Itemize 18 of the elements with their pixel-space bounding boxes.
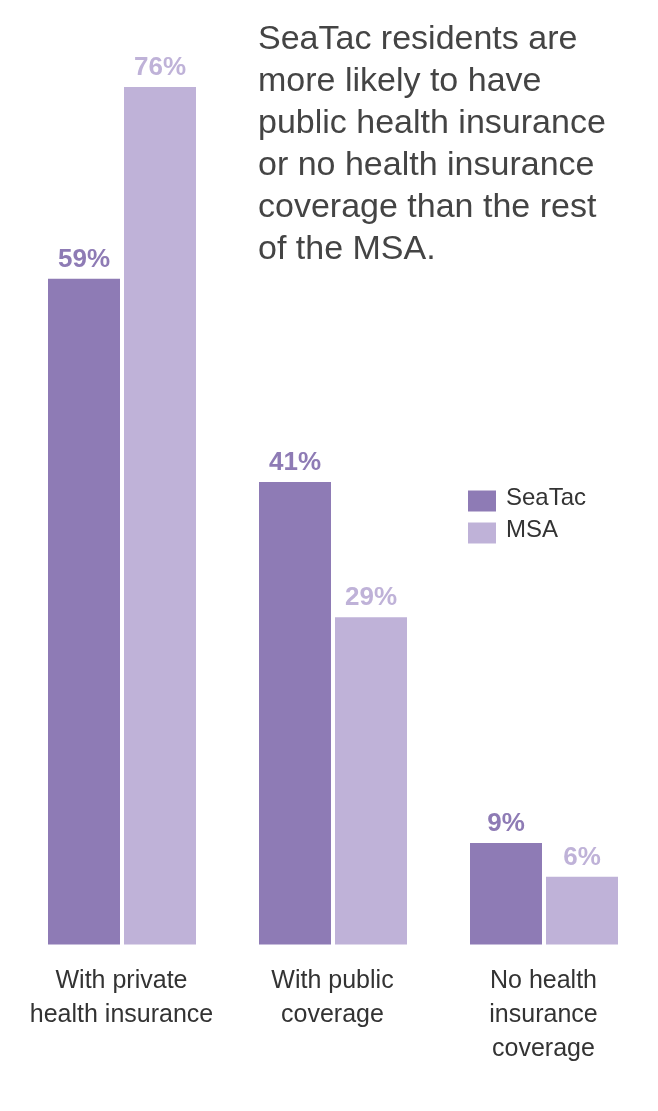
bar — [259, 481, 331, 945]
data-label: 59% — [57, 242, 111, 273]
data-label: 41% — [268, 445, 322, 476]
bar — [124, 87, 196, 945]
x-tick-label: With private health insurance — [29, 965, 214, 1028]
legend-label: MSA — [506, 514, 559, 542]
data-label: 76% — [133, 51, 187, 81]
x-tick-label: No health insurance coverage — [489, 965, 598, 1062]
data-label: 6% — [563, 840, 601, 871]
bar — [546, 876, 618, 945]
legend-label: SeaTac — [506, 483, 587, 510]
bar — [335, 617, 407, 945]
data-label: 29% — [344, 581, 398, 612]
bar — [470, 842, 542, 945]
data-label: 9% — [487, 806, 525, 837]
text: SeaTac residents are more likely to have public health insurance or no health insurance coverage than the rest of the MSA. — [258, 17, 607, 268]
x-tick-label: With public coverage — [271, 965, 394, 1028]
bar — [48, 278, 120, 945]
